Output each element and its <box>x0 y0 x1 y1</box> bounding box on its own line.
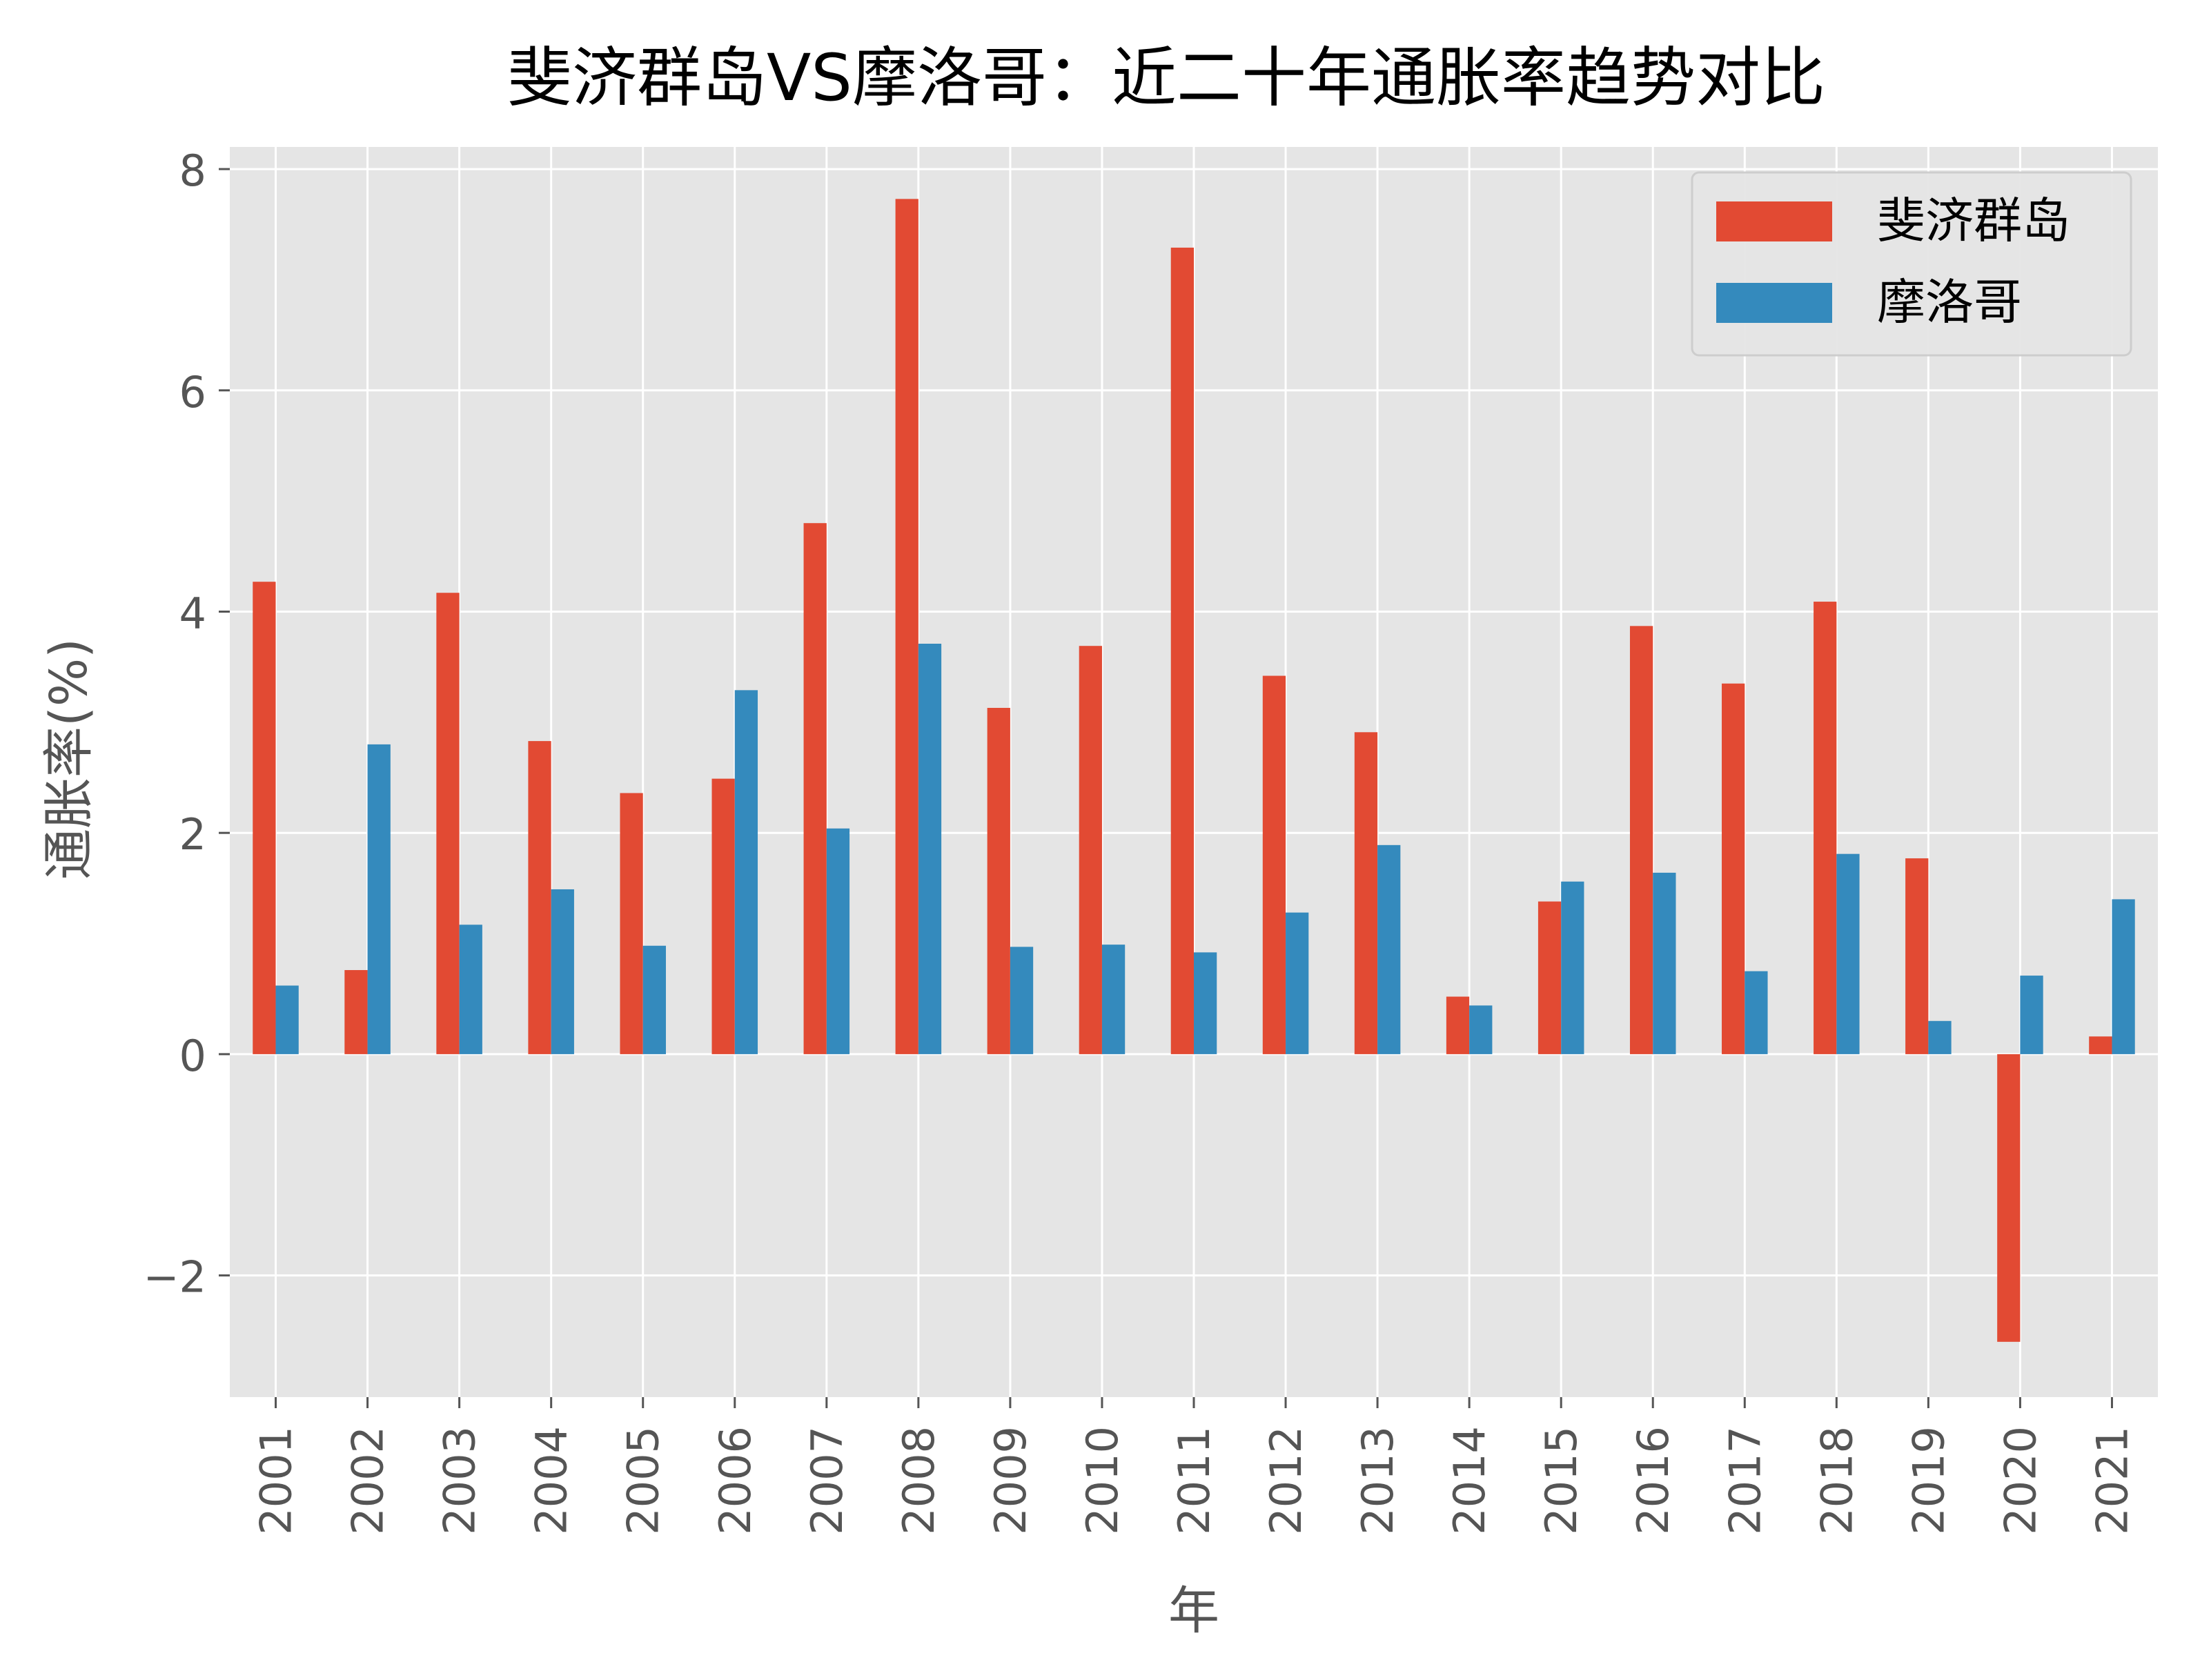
bar-series-1 <box>1814 602 1837 1054</box>
x-tick-label: 2006 <box>710 1426 760 1535</box>
bar-series-2 <box>1010 947 1034 1054</box>
bar-series-2 <box>642 945 666 1054</box>
bar-series-1 <box>1629 626 1653 1054</box>
x-tick-label: 2007 <box>802 1426 852 1535</box>
bar-series-2 <box>275 985 299 1054</box>
bar-series-2 <box>1286 912 1309 1054</box>
x-tick-label: 2012 <box>1261 1426 1311 1535</box>
x-tick-label: 2014 <box>1444 1426 1495 1535</box>
bar-series-2 <box>367 744 391 1054</box>
x-tick-label: 2020 <box>1995 1426 2045 1535</box>
bar-series-2 <box>1653 872 1676 1054</box>
y-tick-label: 0 <box>179 1031 206 1081</box>
axes: −2 0 2 4 6 8 2001 2002 2003 2004 2005 2006 2007 2008 2… <box>144 146 2138 1535</box>
bar-series-1 <box>528 741 551 1054</box>
bar-series-1 <box>1354 732 1378 1054</box>
x-tick-label: 2013 <box>1353 1426 1403 1535</box>
bar-series-2 <box>826 828 850 1054</box>
x-axis-label: 年 <box>1168 1581 1219 1641</box>
x-tick-label: 2010 <box>1077 1426 1128 1535</box>
bar-series-1 <box>1446 996 1470 1054</box>
bar-series-2 <box>1194 952 1217 1054</box>
bar-series-2 <box>551 889 574 1054</box>
x-tick-label: 2004 <box>527 1426 577 1535</box>
y-tick-label: −2 <box>144 1252 206 1303</box>
x-tick-label: 2008 <box>894 1426 944 1535</box>
bar-series-1 <box>895 199 918 1054</box>
bar-series-2 <box>1745 971 1768 1054</box>
bar-series-1 <box>1722 683 1745 1054</box>
y-tick-label: 4 <box>179 588 206 638</box>
x-tick-label: 2021 <box>2087 1426 2137 1535</box>
bar-series-1 <box>1537 901 1562 1054</box>
legend-label: 斐济群岛 <box>1877 192 2070 249</box>
bar-series-2 <box>1561 881 1584 1054</box>
legend-swatch <box>1716 283 1832 323</box>
x-tick-label: 2005 <box>618 1426 669 1535</box>
bar-series-1 <box>1079 646 1102 1054</box>
bar-series-1 <box>344 970 368 1054</box>
bar-series-1 <box>1262 675 1286 1054</box>
bar-series-2 <box>1377 844 1401 1054</box>
legend-swatch <box>1716 201 1832 241</box>
x-tick-label: 2002 <box>343 1426 393 1535</box>
bar-series-2 <box>2112 899 2135 1054</box>
chart-title: 斐济群岛VS摩洛哥：近二十年通胀率趋势对比 <box>507 41 1825 116</box>
bar-series-1 <box>1905 858 1929 1054</box>
x-tick-label: 2017 <box>1720 1426 1770 1535</box>
bar-series-2 <box>1101 945 1126 1054</box>
bar-series-2 <box>459 925 482 1054</box>
bar-series-1 <box>987 707 1010 1054</box>
x-tick-label: 2009 <box>985 1426 1036 1535</box>
bar-series-1 <box>711 778 735 1054</box>
x-tick-label: 2018 <box>1811 1426 1862 1535</box>
x-tick-label: 2011 <box>1169 1426 1219 1535</box>
bar-series-1 <box>436 593 460 1054</box>
bar-series-1 <box>1997 1054 2021 1342</box>
bar-series-2 <box>918 643 942 1054</box>
y-tick-label: 6 <box>179 367 206 417</box>
bar-series-1 <box>620 793 643 1054</box>
bar-series-2 <box>1469 1005 1493 1054</box>
bar-series-2 <box>1836 853 1860 1054</box>
bar-series-1 <box>803 523 827 1054</box>
x-tick-label: 2015 <box>1536 1426 1586 1535</box>
bar-series-1 <box>1170 247 1194 1054</box>
y-tick-label: 2 <box>179 809 206 860</box>
bar-series-1 <box>2089 1036 2112 1054</box>
bar-series-2 <box>734 690 758 1054</box>
x-tick-label: 2019 <box>1903 1426 1954 1535</box>
y-axis-label: 通胀率(%) <box>39 638 99 880</box>
x-tick-label: 2016 <box>1628 1426 1678 1535</box>
x-tick-label: 2003 <box>435 1426 485 1535</box>
legend-label: 摩洛哥 <box>1877 274 2022 330</box>
bar-series-1 <box>253 582 276 1054</box>
x-tick-label: 2001 <box>251 1426 302 1535</box>
y-tick-label: 8 <box>179 146 206 196</box>
bar-series-2 <box>1928 1020 1952 1054</box>
bar-series-2 <box>2020 976 2043 1054</box>
bars <box>253 199 2135 1342</box>
